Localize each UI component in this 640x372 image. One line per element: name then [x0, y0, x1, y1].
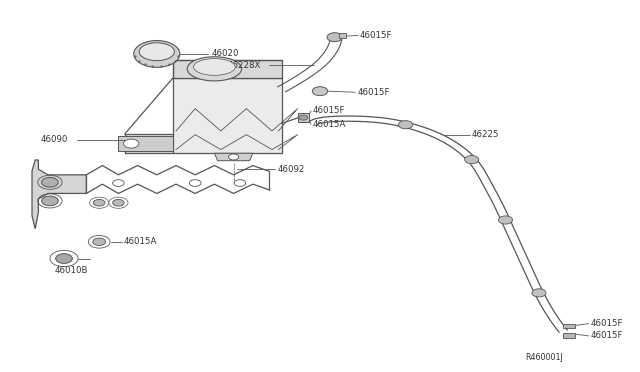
Circle shape	[93, 238, 106, 246]
Polygon shape	[173, 78, 282, 153]
Circle shape	[189, 180, 201, 186]
FancyBboxPatch shape	[563, 324, 575, 328]
Circle shape	[93, 199, 105, 206]
FancyBboxPatch shape	[339, 33, 346, 38]
Circle shape	[113, 180, 124, 186]
Ellipse shape	[134, 41, 180, 67]
Text: 46015F: 46015F	[590, 319, 623, 328]
Circle shape	[465, 155, 479, 164]
Text: 46015F: 46015F	[312, 106, 345, 115]
Text: 46015F: 46015F	[357, 88, 390, 97]
Circle shape	[56, 254, 72, 263]
Circle shape	[228, 154, 239, 160]
Text: 46228X: 46228X	[227, 61, 260, 70]
Circle shape	[327, 33, 342, 42]
Text: 46015A: 46015A	[124, 237, 157, 246]
Circle shape	[399, 121, 413, 129]
Text: 46015F: 46015F	[590, 331, 623, 340]
Text: 46092: 46092	[277, 165, 305, 174]
Circle shape	[124, 139, 139, 148]
Circle shape	[499, 216, 513, 224]
Text: 46015A: 46015A	[312, 120, 346, 129]
Circle shape	[42, 196, 58, 206]
Circle shape	[113, 199, 124, 206]
Ellipse shape	[140, 43, 174, 61]
Text: R460001J: R460001J	[525, 353, 563, 362]
Polygon shape	[32, 160, 86, 229]
Ellipse shape	[187, 57, 241, 81]
Text: 46090: 46090	[40, 135, 68, 144]
Polygon shape	[125, 134, 173, 153]
Text: 46015F: 46015F	[360, 31, 392, 40]
Polygon shape	[118, 136, 173, 151]
Text: 46010B: 46010B	[54, 266, 88, 275]
Polygon shape	[214, 153, 253, 161]
Ellipse shape	[193, 58, 236, 75]
Circle shape	[234, 180, 246, 186]
FancyBboxPatch shape	[563, 333, 575, 338]
Text: 46020: 46020	[211, 49, 239, 58]
Text: 46225: 46225	[471, 130, 499, 139]
Circle shape	[42, 177, 58, 187]
Polygon shape	[173, 60, 282, 78]
Circle shape	[532, 289, 546, 297]
Circle shape	[299, 115, 308, 120]
Circle shape	[312, 87, 328, 96]
FancyBboxPatch shape	[298, 113, 309, 122]
